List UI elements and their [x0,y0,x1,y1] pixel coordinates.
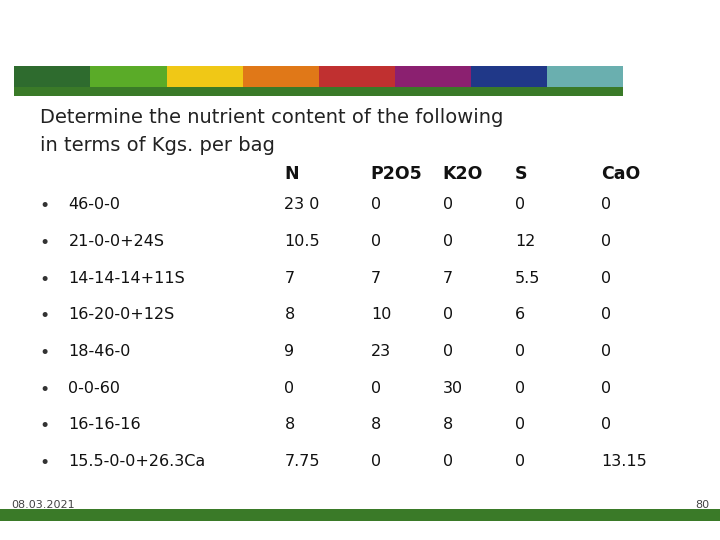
Text: 08.03.2021: 08.03.2021 [11,500,74,510]
Text: N: N [284,165,299,183]
Text: Determine the nutrient content of the following: Determine the nutrient content of the fo… [40,108,503,127]
Text: 0: 0 [601,381,611,396]
Text: 7: 7 [284,271,294,286]
Text: 14-14-14+11S: 14-14-14+11S [68,271,185,286]
Text: •: • [40,271,50,288]
Text: 12: 12 [515,234,535,249]
Text: 10: 10 [371,307,391,322]
Text: K2O: K2O [443,165,483,183]
Text: 6: 6 [515,307,525,322]
Text: 0: 0 [284,381,294,396]
Text: 7: 7 [443,271,453,286]
Text: •: • [40,307,50,325]
Text: 15.5-0-0+26.3Ca: 15.5-0-0+26.3Ca [68,454,206,469]
Text: 0: 0 [443,344,453,359]
Text: 0: 0 [371,454,381,469]
Text: 0: 0 [443,234,453,249]
Text: P2O5: P2O5 [371,165,423,183]
Text: 16-16-16: 16-16-16 [68,417,141,433]
Text: 0: 0 [371,234,381,249]
Text: 0: 0 [443,454,453,469]
Text: •: • [40,197,50,215]
Text: 0: 0 [601,234,611,249]
Text: 0: 0 [515,344,525,359]
Text: 7.75: 7.75 [284,454,320,469]
Text: 8: 8 [443,417,453,433]
Text: 0: 0 [515,454,525,469]
Text: •: • [40,344,50,362]
Text: 18-46-0: 18-46-0 [68,344,131,359]
Text: 0: 0 [371,197,381,212]
Text: 0: 0 [601,307,611,322]
Text: •: • [40,234,50,252]
Text: 16-20-0+12S: 16-20-0+12S [68,307,175,322]
Text: 0-0-60: 0-0-60 [68,381,120,396]
Text: 0: 0 [601,417,611,433]
Text: 8: 8 [284,417,294,433]
Text: 7: 7 [371,271,381,286]
Text: 9: 9 [284,344,294,359]
Text: •: • [40,417,50,435]
Text: 0: 0 [601,344,611,359]
Text: 46-0-0: 46-0-0 [68,197,120,212]
Text: 23: 23 [371,344,391,359]
Text: 0: 0 [371,381,381,396]
Text: 0: 0 [515,381,525,396]
Text: 13.15: 13.15 [601,454,647,469]
Text: 0: 0 [515,197,525,212]
Text: in terms of Kgs. per bag: in terms of Kgs. per bag [40,136,274,155]
Text: •: • [40,381,50,399]
Text: 80: 80 [695,500,709,510]
Text: 0: 0 [515,417,525,433]
Text: 0: 0 [443,307,453,322]
Text: 5.5: 5.5 [515,271,540,286]
Text: •: • [40,454,50,472]
Text: 0: 0 [601,197,611,212]
Text: 10.5: 10.5 [284,234,320,249]
Text: 21-0-0+24S: 21-0-0+24S [68,234,164,249]
Text: CaO: CaO [601,165,641,183]
Text: 8: 8 [371,417,381,433]
Text: 0: 0 [601,271,611,286]
Text: S: S [515,165,527,183]
Text: 8: 8 [284,307,294,322]
Text: 0: 0 [443,197,453,212]
Text: 30: 30 [443,381,463,396]
Text: 23 0: 23 0 [284,197,320,212]
